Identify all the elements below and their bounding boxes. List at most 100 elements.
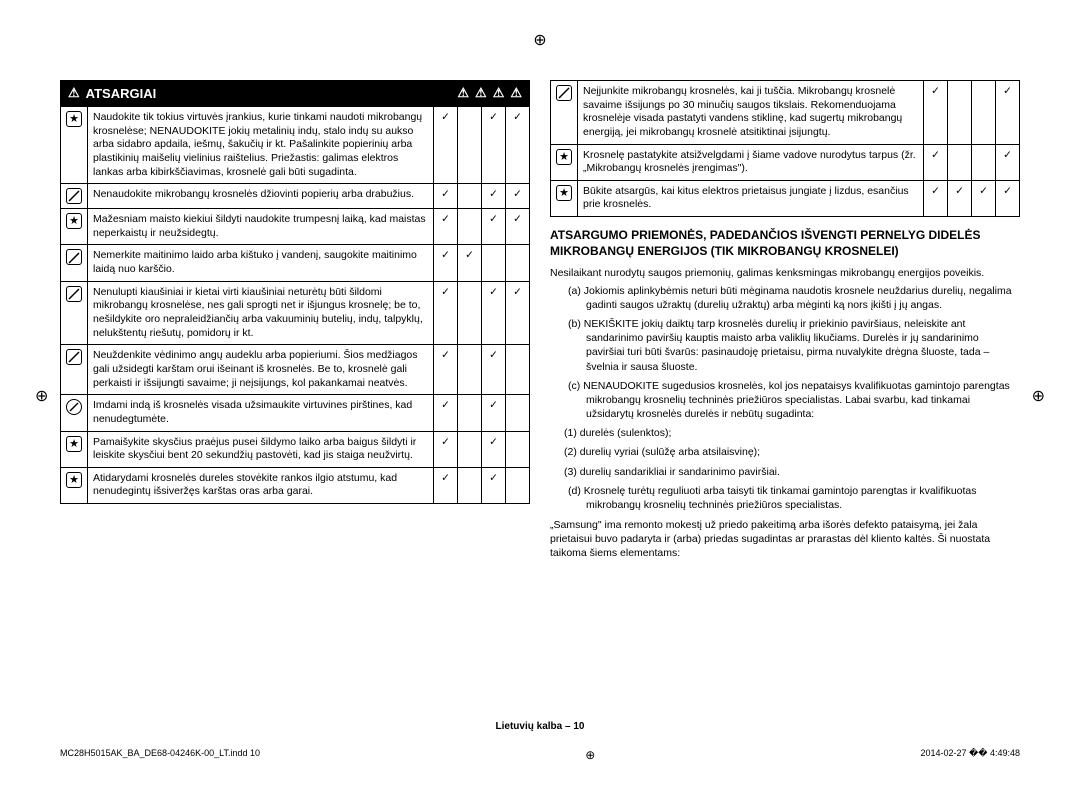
hdr-icon: ⚠ [493, 85, 505, 101]
check-cell: ✓ [996, 180, 1020, 216]
row-text: Nenaudokite mikrobangų krosnelės džiovin… [88, 184, 434, 209]
prohibit-icon [66, 349, 82, 365]
caution-title: ATSARGIAI [86, 86, 157, 101]
table-row: Imdami indą iš krosnelės visada užsimauk… [61, 395, 530, 431]
table-row: Neįjunkite mikrobangų krosnelės, kai ji … [551, 81, 1020, 145]
check-cell [482, 245, 506, 281]
check-cell [458, 209, 482, 245]
table-row: ★ Mažesniam maisto kiekiui šildyti naudok… [61, 209, 530, 245]
page-number: Lietuvių kalba – 10 [0, 721, 1080, 732]
check-cell: ✓ [996, 144, 1020, 180]
check-cell: ✓ [948, 180, 972, 216]
row-icon-cell [551, 81, 578, 145]
check-cell: ✓ [482, 467, 506, 503]
safety-table-right: Neįjunkite mikrobangų krosnelės, kai ji … [550, 80, 1020, 217]
row-text: Naudokite tik tokius virtuvės įrankius, … [88, 107, 434, 184]
list-item: (a) Jokiomis aplinkybėmis neturi būti mė… [568, 284, 1020, 312]
check-cell: ✓ [482, 431, 506, 467]
row-text: Pamaišykite skysčius praėjus pusei šildy… [88, 431, 434, 467]
check-cell [458, 107, 482, 184]
star-icon: ★ [66, 472, 82, 488]
left-column: ⚠ ATSARGIAI ⚠ ⚠ ⚠ ⚠ ★ Naudokite tik tokiu… [60, 80, 530, 565]
check-cell: ✓ [482, 281, 506, 345]
check-cell: ✓ [482, 345, 506, 395]
star-icon: ★ [66, 111, 82, 127]
check-cell: ✓ [434, 281, 458, 345]
check-cell [506, 467, 530, 503]
footer-file: MC28H5015AK_BA_DE68-04246K-00_LT.indd 10 [60, 748, 260, 762]
row-icon-cell: ★ [551, 180, 578, 216]
check-cell: ✓ [506, 281, 530, 345]
check-cell [458, 431, 482, 467]
check-cell: ✓ [434, 107, 458, 184]
table-row: Nenulupti kiaušiniai ir kietai virti kia… [61, 281, 530, 345]
check-cell [506, 345, 530, 395]
table-row: Neuždenkite vėdinimo angų audeklu arba p… [61, 345, 530, 395]
header-icons: ⚠ ⚠ ⚠ ⚠ [457, 85, 522, 101]
check-cell: ✓ [434, 431, 458, 467]
list-item: (d) Krosnelę turėtų reguliuoti arba tais… [568, 484, 1020, 512]
list-subitem: (2) durelių vyriai (sulūžę arba atsilais… [564, 445, 1020, 459]
cropmark-right: ⊕ [1032, 386, 1045, 406]
right-column: Neįjunkite mikrobangų krosnelės, kai ji … [550, 80, 1020, 565]
table-row: ★ Naudokite tik tokius virtuvės įrankius,… [61, 107, 530, 184]
check-cell: ✓ [996, 81, 1020, 145]
safety-table-left: ★ Naudokite tik tokius virtuvės įrankius,… [60, 106, 530, 504]
check-cell [948, 81, 972, 145]
table-row: Nemerkite maitinimo laido arba kištuko į… [61, 245, 530, 281]
warning-icon: ⚠ [68, 85, 80, 101]
table-row: ★ Būkite atsargūs, kai kitus elektros pri… [551, 180, 1020, 216]
precaution-list-d: (d) Krosnelę turėtų reguliuoti arba tais… [550, 484, 1020, 512]
check-cell: ✓ [972, 180, 996, 216]
prohibit-icon [66, 399, 82, 415]
row-icon-cell: ★ [61, 209, 88, 245]
star-icon: ★ [66, 436, 82, 452]
list-subitem: (3) durelių sandarikliai ir sandarinimo … [564, 465, 1020, 479]
footer: MC28H5015AK_BA_DE68-04246K-00_LT.indd 10… [60, 748, 1020, 762]
check-cell [506, 395, 530, 431]
check-cell [458, 395, 482, 431]
check-cell: ✓ [434, 184, 458, 209]
row-icon-cell [61, 281, 88, 345]
check-cell: ✓ [506, 209, 530, 245]
caution-header: ⚠ ATSARGIAI ⚠ ⚠ ⚠ ⚠ [60, 80, 530, 106]
footer-date: 2014-02-27 �� 4:49:48 [920, 748, 1020, 762]
check-cell: ✓ [458, 245, 482, 281]
row-icon-cell: ★ [61, 467, 88, 503]
check-cell: ✓ [434, 245, 458, 281]
row-text: Būkite atsargūs, kai kitus elektros prie… [578, 180, 924, 216]
row-icon-cell: ★ [61, 431, 88, 467]
prohibit-icon [556, 85, 572, 101]
row-icon-cell [61, 395, 88, 431]
footer-cropmark: ⊕ [585, 748, 595, 762]
table-row: Nenaudokite mikrobangų krosnelės džiovin… [61, 184, 530, 209]
check-cell: ✓ [506, 107, 530, 184]
check-cell: ✓ [434, 467, 458, 503]
check-cell [458, 281, 482, 345]
check-cell [458, 184, 482, 209]
precaution-list: (a) Jokiomis aplinkybėmis neturi būti mė… [550, 284, 1020, 422]
check-cell: ✓ [482, 107, 506, 184]
check-cell: ✓ [924, 180, 948, 216]
check-cell [948, 144, 972, 180]
row-text: Imdami indą iš krosnelės visada užsimauk… [88, 395, 434, 431]
check-cell [458, 345, 482, 395]
check-cell: ✓ [924, 81, 948, 145]
check-cell: ✓ [482, 184, 506, 209]
star-icon: ★ [66, 213, 82, 229]
row-text: Nenulupti kiaušiniai ir kietai virti kia… [88, 281, 434, 345]
check-cell [972, 144, 996, 180]
star-icon: ★ [556, 185, 572, 201]
hdr-icon: ⚠ [475, 85, 487, 101]
prohibit-icon [66, 249, 82, 265]
check-cell [506, 431, 530, 467]
precaution-sublist: (1) durelės (sulenktos);(2) durelių vyri… [550, 426, 1020, 479]
prohibit-icon [66, 286, 82, 302]
row-text: Mažesniam maisto kiekiui šildyti naudoki… [88, 209, 434, 245]
row-text: Krosnelę pastatykite atsižvelgdami į šia… [578, 144, 924, 180]
section-outro: „Samsung" ima remonto mokestį už priedo … [550, 518, 1020, 561]
check-cell: ✓ [482, 395, 506, 431]
row-text: Atidarydami krosnelės dureles stovėkite … [88, 467, 434, 503]
row-text: Neuždenkite vėdinimo angų audeklu arba p… [88, 345, 434, 395]
check-cell: ✓ [434, 395, 458, 431]
